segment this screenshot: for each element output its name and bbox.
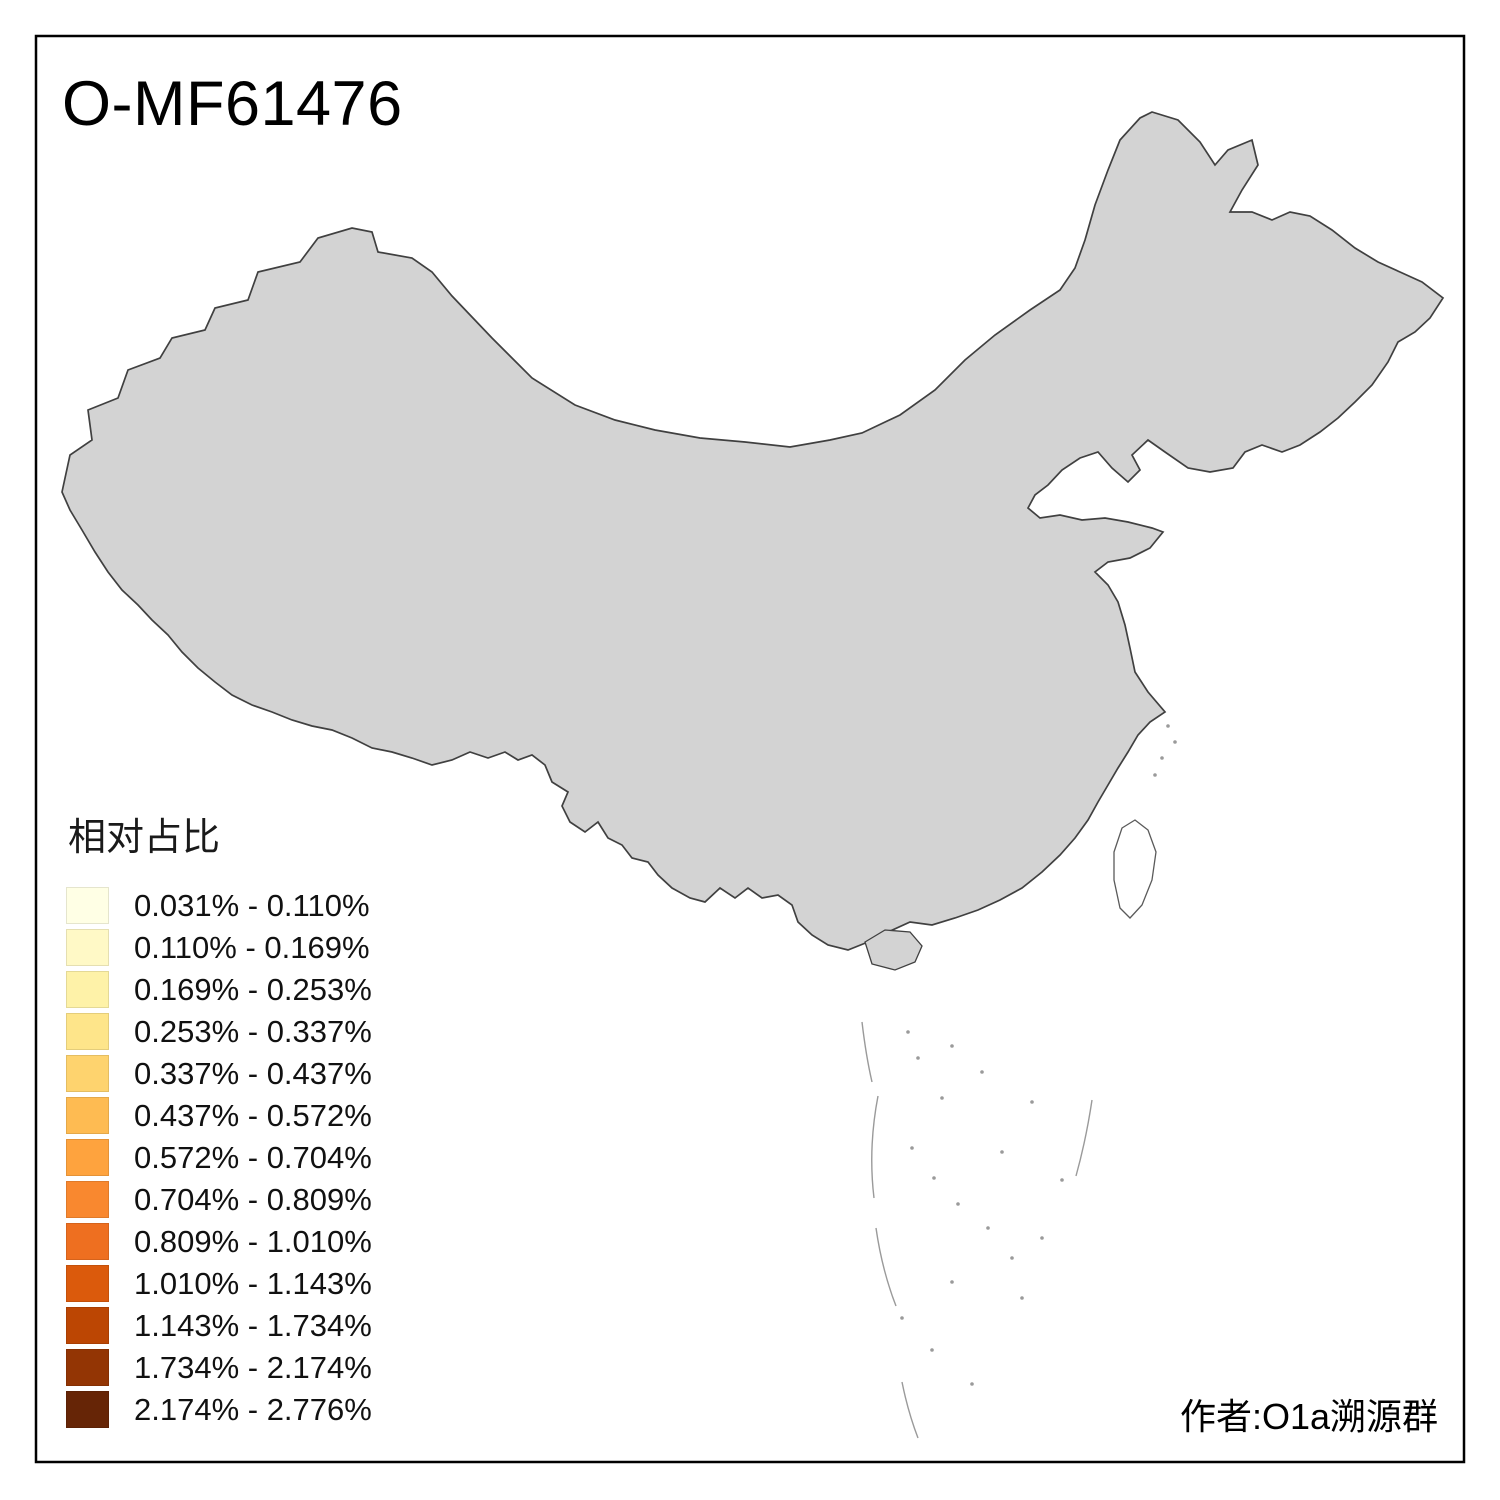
hainan-island	[864, 929, 923, 971]
legend-swatch	[66, 971, 109, 1008]
legend-label: 2.174% - 2.776%	[134, 1391, 372, 1427]
map-title: O-MF61476	[62, 69, 403, 139]
legend-label: 0.253% - 0.337%	[134, 1013, 372, 1049]
legend-item: 0.253% - 0.337%	[66, 1013, 372, 1050]
legend-label: 1.143% - 1.734%	[134, 1307, 372, 1343]
island-dot	[1000, 1150, 1004, 1154]
legend-swatch	[66, 1055, 109, 1092]
legend-label: 0.809% - 1.010%	[134, 1223, 372, 1259]
legend-swatch	[66, 1391, 109, 1428]
island-dot	[1040, 1236, 1044, 1240]
legend-item: 0.704% - 0.809%	[66, 1181, 372, 1218]
legend-item: 0.031% - 0.110%	[66, 887, 372, 924]
legend-swatch	[66, 1223, 109, 1260]
legend-swatch	[66, 929, 109, 966]
island-dot	[1010, 1256, 1014, 1260]
legend-items: 0.031% - 0.110% 0.110% - 0.169% 0.169% - 0…	[66, 887, 372, 1428]
legend-item: 0.437% - 0.572%	[66, 1097, 372, 1134]
legend-label: 0.031% - 0.110%	[134, 887, 370, 923]
island-dot	[930, 1348, 934, 1352]
island-dot	[950, 1044, 954, 1048]
south-china-sea-islands	[861, 724, 1177, 1439]
legend-title: 相对占比	[68, 817, 221, 859]
island-dot	[1030, 1100, 1034, 1104]
figure-frame	[34, 34, 1466, 1464]
island-dot	[1060, 1178, 1064, 1182]
legend-label: 0.169% - 0.253%	[134, 971, 372, 1007]
legend-item: 0.572% - 0.704%	[66, 1139, 372, 1176]
legend-swatch	[66, 1181, 109, 1218]
island-dot	[1160, 756, 1164, 760]
legend-swatch	[66, 1307, 109, 1344]
island-dot	[1153, 773, 1157, 777]
island-dot	[940, 1096, 944, 1100]
island-dot	[900, 1316, 904, 1320]
island-dot	[980, 1070, 984, 1074]
legend-swatch	[66, 1013, 109, 1050]
island-dot	[932, 1176, 936, 1180]
legend: 相对占比 0.031% - 0.110% 0.110% - 0.169% 0.169…	[66, 806, 372, 1433]
legend-item: 0.110% - 0.169%	[66, 929, 372, 966]
legend-item: 1.143% - 1.734%	[66, 1307, 372, 1344]
author-credit: 作者:O1a溯源群	[1179, 1396, 1438, 1437]
legend-item: 2.174% - 2.776%	[66, 1391, 372, 1428]
legend-label: 0.572% - 0.704%	[134, 1139, 372, 1175]
island-dot	[906, 1030, 910, 1034]
legend-swatch	[66, 1349, 109, 1386]
island-dot	[986, 1226, 990, 1230]
legend-item: 0.169% - 0.253%	[66, 971, 372, 1008]
legend-label: 0.337% - 0.437%	[134, 1055, 372, 1091]
island-dot	[910, 1146, 914, 1150]
legend-label: 0.704% - 0.809%	[134, 1181, 372, 1217]
taiwan-island	[1113, 819, 1157, 919]
island-dot	[916, 1056, 920, 1060]
legend-label: 1.010% - 1.143%	[134, 1265, 372, 1301]
legend-label: 0.437% - 0.572%	[134, 1097, 372, 1133]
island-dot	[1020, 1296, 1024, 1300]
island-dot	[970, 1382, 974, 1386]
legend-swatch	[66, 1097, 109, 1134]
island-dot	[950, 1280, 954, 1284]
island-dot	[1166, 724, 1170, 728]
legend-swatch	[66, 887, 109, 924]
legend-item: 1.010% - 1.143%	[66, 1265, 372, 1302]
legend-item: 0.809% - 1.010%	[66, 1223, 372, 1260]
legend-item: 0.337% - 0.437%	[66, 1055, 372, 1092]
legend-label: 1.734% - 2.174%	[134, 1349, 372, 1385]
island-dot	[956, 1202, 960, 1206]
legend-label: 0.110% - 0.169%	[134, 929, 370, 965]
legend-item: 1.734% - 2.174%	[66, 1349, 372, 1386]
legend-swatch	[66, 1265, 109, 1302]
legend-swatch	[66, 1139, 109, 1176]
island-dot	[1173, 740, 1177, 744]
